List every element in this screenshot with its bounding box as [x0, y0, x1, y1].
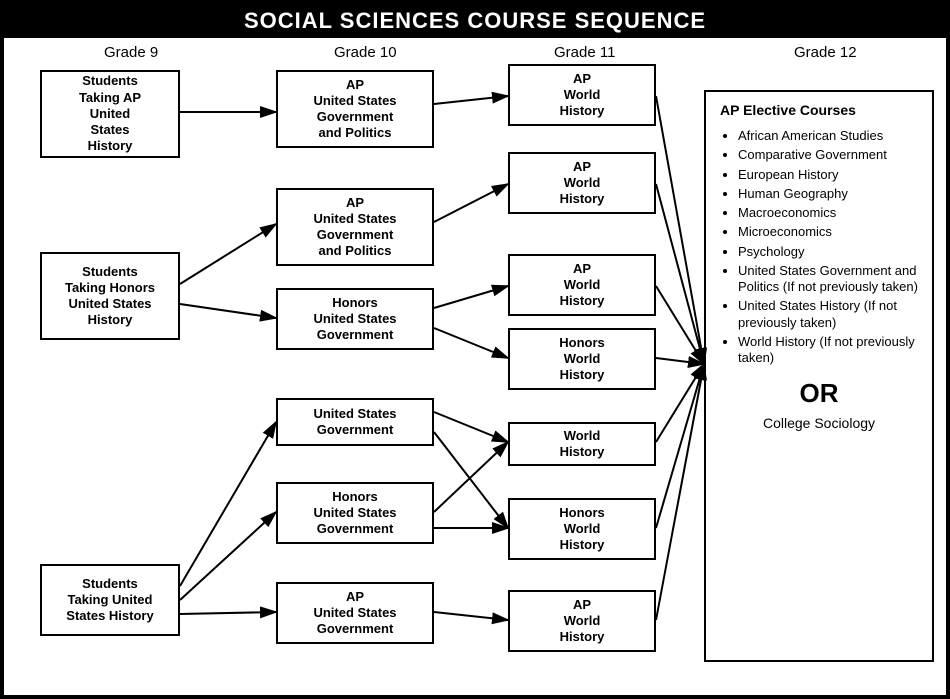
elective-item: World History (If not previously taken) — [738, 334, 918, 367]
edge — [656, 96, 704, 364]
node-g9a: StudentsTaking APUnitedStatesHistory — [40, 70, 180, 158]
node-g10c: HonorsUnited StatesGovernment — [276, 288, 434, 350]
edge — [656, 184, 704, 364]
elective-item: Human Geography — [738, 186, 918, 202]
node-g11b: APWorldHistory — [508, 152, 656, 214]
elective-item: Comparative Government — [738, 147, 918, 163]
edge — [434, 432, 508, 528]
elective-or: OR — [720, 378, 918, 409]
edge — [434, 412, 508, 442]
node-g10e: HonorsUnited StatesGovernment — [276, 482, 434, 544]
edge — [180, 612, 276, 614]
elective-item: Psychology — [738, 244, 918, 260]
column-header-h11: Grade 11 — [554, 44, 615, 61]
node-g11c: APWorldHistory — [508, 254, 656, 316]
edge — [434, 612, 508, 620]
elective-alt: College Sociology — [720, 415, 918, 431]
edge — [180, 224, 276, 284]
node-g11a: APWorldHistory — [508, 64, 656, 126]
elective-item: African American Studies — [738, 128, 918, 144]
edge — [434, 442, 508, 512]
page-title: SOCIAL SCIENCES COURSE SEQUENCE — [4, 4, 946, 38]
node-g9c: StudentsTaking UnitedStates History — [40, 564, 180, 636]
edge — [180, 422, 276, 586]
node-g9b: StudentsTaking HonorsUnited StatesHistor… — [40, 252, 180, 340]
elective-item: Microeconomics — [738, 224, 918, 240]
node-g10a: APUnited StatesGovernmentand Politics — [276, 70, 434, 148]
elective-item: Macroeconomics — [738, 205, 918, 221]
elective-item: European History — [738, 167, 918, 183]
edge — [434, 184, 508, 222]
node-g10b: APUnited StatesGovernmentand Politics — [276, 188, 434, 266]
course-sequence-diagram: SOCIAL SCIENCES COURSE SEQUENCE Grade 9 G… — [0, 0, 950, 699]
edge — [180, 512, 276, 600]
edge — [656, 364, 704, 442]
elective-list: African American Studies Comparative Gove… — [720, 128, 918, 366]
edge — [434, 286, 508, 308]
elective-box: AP Elective Courses African American Stu… — [704, 90, 934, 662]
elective-item: United States History (If not previously… — [738, 298, 918, 331]
column-header-h9: Grade 9 — [104, 44, 158, 61]
edge — [656, 358, 704, 364]
edge — [656, 364, 704, 528]
edge — [656, 364, 704, 620]
node-g10f: APUnited StatesGovernment — [276, 582, 434, 644]
node-g11f: HonorsWorldHistory — [508, 498, 656, 560]
node-g11e: WorldHistory — [508, 422, 656, 466]
elective-item: United States Government and Politics (I… — [738, 263, 918, 296]
column-header-h12: Grade 12 — [794, 44, 857, 61]
elective-title: AP Elective Courses — [720, 102, 918, 118]
edge — [656, 286, 704, 364]
node-g11d: HonorsWorldHistory — [508, 328, 656, 390]
column-header-h10: Grade 10 — [334, 44, 397, 61]
node-g10d: United StatesGovernment — [276, 398, 434, 446]
edge — [434, 328, 508, 358]
node-g11g: APWorldHistory — [508, 590, 656, 652]
edge — [434, 96, 508, 104]
edge — [180, 304, 276, 318]
